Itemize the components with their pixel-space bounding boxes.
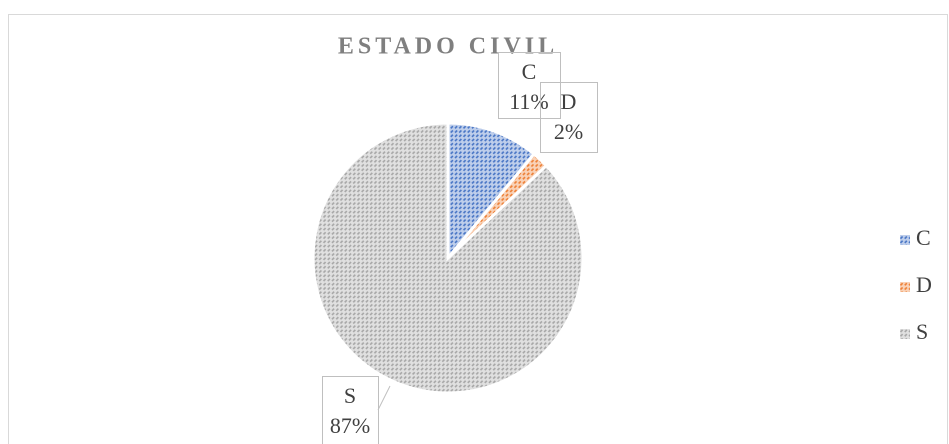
data-label-category: D [561,89,577,114]
leader-line [377,385,391,411]
pie-slice [446,121,537,263]
data-label-value: 2% [554,119,583,144]
legend-label: D [916,272,932,297]
chart-title: ESTADO CIVIL [338,34,558,60]
data-label-category: S [344,383,356,408]
data-label-box [322,376,379,444]
legend-marker [900,235,910,245]
legend-marker [900,282,910,292]
data-label-category: C [522,59,537,84]
pie-slice [311,121,585,395]
legend-label: S [916,319,928,344]
data-label-box [498,52,561,119]
data-label-value: 87% [330,413,370,438]
data-label-box [540,82,598,153]
legend-marker [900,329,910,339]
data-label-value: 11% [509,89,549,114]
legend-label: C [916,225,931,250]
